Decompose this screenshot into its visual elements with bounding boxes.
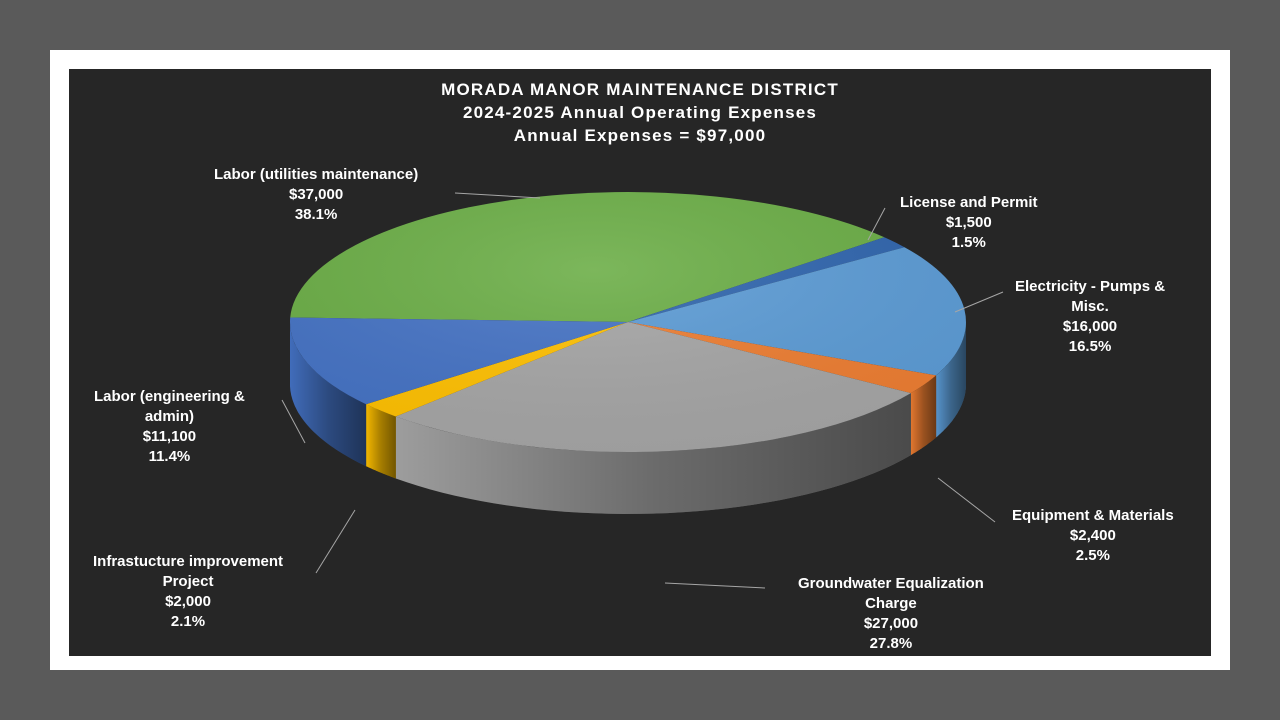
title-line-2: 2024-2025 Annual Operating Expenses: [462, 103, 818, 122]
slice-percent: 2.5%: [1075, 547, 1110, 564]
slice-side-labor-engineering: [290, 322, 367, 467]
slice-name: Equipment & Materials: [1012, 507, 1174, 524]
slice-amount: $2,400: [1069, 527, 1116, 544]
slice-name-cont: Charge: [865, 595, 917, 612]
slice-name-cont: Misc.: [1071, 298, 1109, 315]
slice-percent: 2.1%: [170, 613, 206, 630]
title-line-1: MORADA MANOR MAINTENANCE DISTRICT: [441, 80, 839, 99]
slice-percent: 11.4%: [148, 448, 191, 465]
slice-name: Labor (engineering &: [94, 388, 245, 405]
leader-line-license-permit: [867, 207, 886, 241]
slice-amount: $16,000: [1062, 318, 1118, 335]
slice-percent: 16.5%: [1068, 338, 1112, 355]
label-labor-utilities: Labor (utilities maintenance) $37,000 38…: [214, 165, 418, 225]
slice-name-cont: admin): [144, 408, 194, 425]
slice-amount: $11,100: [142, 428, 197, 445]
leader-line-electricity: [954, 291, 1004, 313]
slice-side-electricity: [936, 322, 966, 438]
slice-amount: $27,000: [863, 615, 919, 632]
slice-name: Infrastucture improvement: [93, 553, 284, 570]
pie-top-sheen: [290, 192, 966, 452]
slice-percent: 1.5%: [951, 234, 986, 251]
leader-line-labor-utilities: [454, 192, 541, 199]
leader-line-infrastructure: [315, 509, 356, 574]
label-labor-engineering: Labor (engineering & admin) $11,100 11.4…: [94, 387, 245, 467]
chart-title: MORADA MANOR MAINTENANCE DISTRICT 2024-2…: [69, 78, 1211, 147]
label-equipment: Equipment & Materials $2,400 2.5%: [1012, 506, 1174, 566]
label-groundwater: Groundwater Equalization Charge $27,000 …: [798, 574, 984, 654]
label-license-permit: License and Permit $1,500 1.5%: [900, 193, 1038, 253]
slice-side-infrastructure: [366, 404, 396, 479]
label-electricity: Electricity - Pumps & Misc. $16,000 16.5…: [1015, 277, 1165, 357]
slice-side-equipment: [910, 375, 937, 456]
slice-name: Groundwater Equalization: [798, 575, 984, 592]
slice-name: Labor (utilities maintenance): [214, 166, 419, 183]
leader-line-groundwater: [664, 582, 766, 589]
slice-name: License and Permit: [900, 194, 1038, 211]
label-infrastructure: Infrastucture improvement Project $2,000…: [93, 552, 283, 632]
slice-name: Electricity - Pumps &: [1015, 278, 1166, 295]
slice-side-groundwater: [395, 393, 911, 514]
slice-percent: 27.8%: [869, 635, 913, 652]
title-line-3: Annual Expenses = $97,000: [513, 126, 767, 145]
leader-line-equipment: [937, 477, 996, 523]
slice-amount: $2,000: [165, 593, 211, 610]
slice-amount: $37,000: [288, 186, 344, 203]
slice-name-cont: Project: [162, 573, 214, 590]
slice-percent: 38.1%: [294, 206, 338, 223]
slice-amount: $1,500: [945, 214, 992, 231]
leader-line-labor-engineering: [281, 399, 306, 444]
